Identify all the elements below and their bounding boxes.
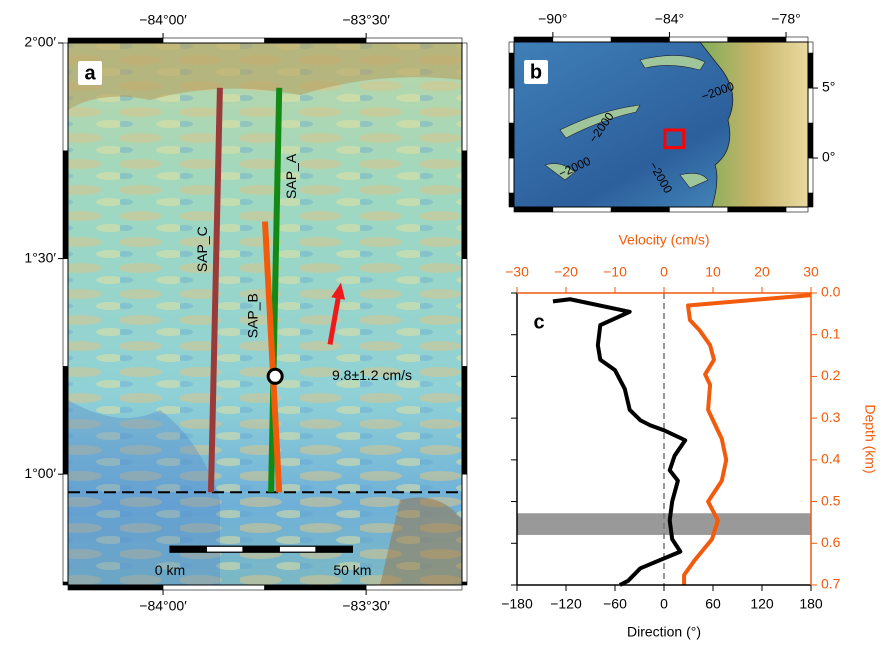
x-tick-label: 120	[750, 596, 774, 612]
scale-bar-segment	[279, 546, 315, 552]
frame-segment	[786, 37, 808, 42]
profile-label: SAP_A	[283, 153, 299, 199]
y-tick-label: 1°30′	[24, 249, 56, 265]
x-tick-label: −84°00′	[139, 598, 187, 614]
x-tick-label: −120	[550, 596, 582, 612]
x2-tick-label: −20	[554, 264, 578, 280]
y-tick-label: 0.5	[821, 492, 841, 508]
frame-segment	[366, 38, 462, 43]
frame-segment	[163, 38, 265, 43]
frame-segment	[509, 42, 514, 53]
x-tick-label: −83°30′	[342, 12, 390, 28]
y-tick-label: 0°	[822, 149, 835, 165]
frame-segment	[462, 151, 467, 259]
frame-segment	[509, 193, 514, 207]
frame-segment	[462, 582, 467, 585]
frame-segment	[265, 38, 367, 43]
frame-segment	[462, 259, 467, 367]
x2-tick-label: 10	[705, 264, 721, 280]
frame-segment	[63, 366, 68, 474]
frame-segment	[63, 474, 68, 582]
x2-tick-label: 0	[660, 264, 668, 280]
y-tick-label: 0.1	[821, 325, 841, 341]
x-tick-label: −84°00′	[139, 12, 187, 28]
frame-segment	[669, 207, 727, 212]
frame-segment	[63, 582, 68, 585]
y-tick-label: 0.0	[821, 284, 841, 300]
y-tick-label: 0.4	[821, 451, 841, 467]
y-tick-label: 2°00′	[24, 34, 56, 50]
profile-label: SAP_C	[194, 226, 210, 272]
x2-axis-label: Velocity (cm/s)	[618, 232, 709, 248]
x-tick-label: −83°30′	[342, 598, 390, 614]
frame-segment	[808, 123, 813, 158]
arrow-label: 9.8±1.2 cm/s	[332, 367, 412, 383]
x-tick-label: −90°	[538, 11, 567, 27]
x-tick-label: 0	[660, 596, 668, 612]
y-tick-label: 1°00′	[24, 465, 56, 481]
frame-segment	[611, 207, 669, 212]
profile-curve	[553, 299, 685, 585]
scale-bar-segment	[243, 546, 279, 552]
frame-segment	[462, 474, 467, 582]
x-axis-label: Direction (°)	[627, 624, 701, 640]
frame-segment	[509, 123, 514, 158]
frame-segment	[63, 43, 68, 151]
scale-label: 50 km	[333, 562, 371, 578]
frame-segment	[808, 88, 813, 123]
scale-bar-segment	[316, 546, 352, 552]
frame-segment	[163, 585, 265, 590]
y-tick-label: 0.3	[821, 409, 841, 425]
y-tick-label: 0.6	[821, 534, 841, 550]
frame-segment	[808, 53, 813, 88]
frame-segment	[509, 88, 514, 123]
frame-segment	[265, 585, 367, 590]
frame-segment	[68, 38, 163, 43]
x-tick-label: −60	[603, 596, 627, 612]
panel-letter: a	[84, 62, 96, 84]
panel-letter: b	[530, 61, 542, 83]
scale-bar-segment	[170, 546, 206, 552]
profile-curve	[684, 295, 811, 585]
x2-tick-label: −30	[505, 264, 529, 280]
frame-segment	[808, 158, 813, 193]
panel-letter: c	[533, 311, 544, 333]
frame-segment	[462, 43, 467, 151]
x-tick-label: −180	[501, 596, 533, 612]
y-tick-label: 0.7	[821, 576, 841, 592]
scale-bar-segment	[206, 546, 242, 552]
frame-segment	[63, 259, 68, 367]
frame-segment	[509, 53, 514, 88]
frame-segment	[462, 366, 467, 474]
y-axis-label: Depth (km)	[862, 404, 878, 473]
frame-segment	[63, 151, 68, 259]
frame-segment	[553, 207, 611, 212]
scale-label: 0 km	[155, 562, 185, 578]
frame-segment	[611, 37, 669, 42]
x2-tick-label: 20	[754, 264, 770, 280]
frame-segment	[514, 37, 553, 42]
frame-segment	[728, 37, 786, 42]
profile-label: SAP_B	[245, 293, 261, 338]
x-tick-label: 180	[799, 596, 823, 612]
frame-segment	[808, 193, 813, 207]
frame-segment	[786, 207, 808, 212]
x2-tick-label: −10	[603, 264, 627, 280]
frame-segment	[728, 207, 786, 212]
y-tick-label: 5°	[822, 79, 835, 95]
frame-segment	[808, 42, 813, 53]
station-marker	[268, 369, 282, 383]
frame-segment	[366, 585, 462, 590]
x-tick-label: 60	[705, 596, 721, 612]
frame-segment	[553, 37, 611, 42]
figure: −84°00′ −84°00′ −83°30′ −83°30′ 2°00′ 1°30′ 1°…	[0, 0, 882, 648]
x2-tick-label: 30	[803, 264, 819, 280]
frame-segment	[68, 585, 163, 590]
frame-segment	[509, 158, 514, 193]
frame-segment	[514, 207, 553, 212]
frame-segment	[669, 37, 727, 42]
x-tick-label: −78°	[771, 11, 800, 27]
x-tick-label: −84°	[655, 11, 684, 27]
y-tick-label: 0.2	[821, 367, 841, 383]
